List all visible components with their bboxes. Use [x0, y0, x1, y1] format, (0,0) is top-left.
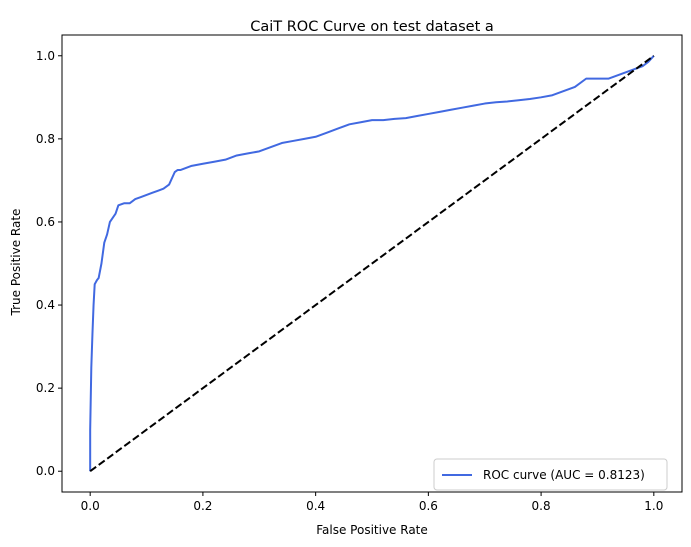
x-tick-label: 0.0: [81, 499, 100, 513]
diagonal-reference-line: [89, 54, 655, 473]
x-axis-label: False Positive Rate: [316, 523, 428, 537]
chart-title: CaiT ROC Curve on test dataset a: [250, 19, 494, 35]
y-tick-label: 0.2: [36, 381, 55, 395]
y-tick-label: 0.6: [36, 215, 55, 229]
x-tick-label: 0.8: [532, 499, 551, 513]
y-tick-label: 0.4: [36, 298, 55, 312]
y-axis-label: True Positive Rate: [9, 209, 23, 317]
y-tick-label: 1.0: [36, 49, 55, 63]
legend: ROC curve (AUC = 0.8123): [433, 458, 668, 491]
axes: 0.0 0.2 0.4 0.6 0.8 1.0 0.0 0.2 0.4 0.6 0.8 1.0: [36, 34, 683, 513]
series-line-roc: [89, 55, 655, 472]
x-tick-label: 0.4: [306, 499, 325, 513]
x-tick-label: 0.6: [419, 499, 438, 513]
y-tick-label: 0.0: [36, 464, 55, 478]
legend-frame: [433, 458, 668, 491]
legend-label-roc: ROC curve (AUC = 0.8123): [483, 468, 645, 482]
y-tick-label: 0.8: [36, 132, 55, 146]
x-tick-label: 0.2: [193, 499, 212, 513]
plot-area: [89, 54, 655, 473]
x-tick-label: 1.0: [644, 499, 663, 513]
axes-frame: [61, 34, 683, 493]
